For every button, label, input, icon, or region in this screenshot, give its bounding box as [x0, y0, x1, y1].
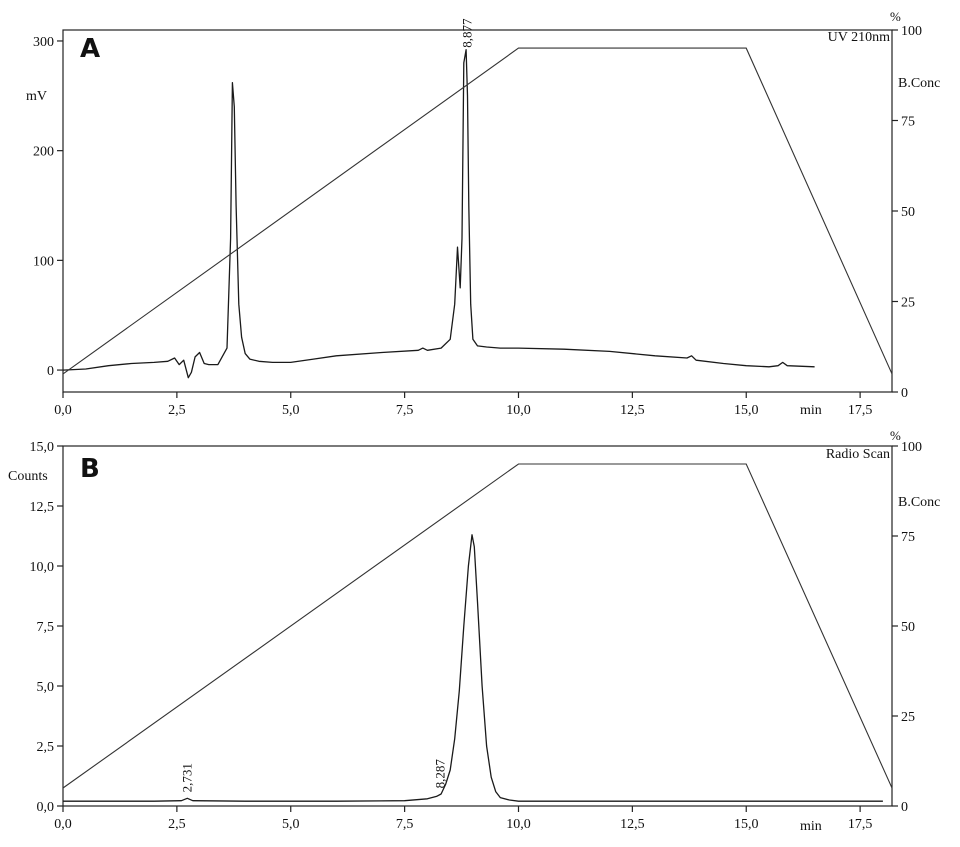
plot-frame: [62, 29, 893, 393]
y2-tick-label: 50: [901, 205, 915, 220]
peak-retention-label: 8,287: [432, 759, 447, 789]
y2-tick-label: 50: [901, 620, 915, 635]
y-tick-label: 200: [33, 145, 54, 160]
y2-tick-label: 75: [901, 530, 915, 545]
y2-tick-label: 100: [901, 24, 922, 39]
x-tick-label: 17,5: [848, 817, 873, 832]
x-tick-label: 7,5: [396, 817, 414, 832]
y-tick-label: 15,0: [30, 440, 55, 455]
y2-axis-label: B.Conc: [898, 495, 940, 510]
y2-axis-label: B.Conc: [898, 76, 940, 91]
x-tick-label: 17,5: [848, 403, 873, 418]
panel-letter: A: [80, 34, 100, 64]
y-axis-label: Counts: [8, 469, 48, 484]
plot-frame: [62, 445, 893, 807]
x-tick-label: 7,5: [396, 403, 414, 418]
x-axis-label: min: [800, 403, 822, 418]
x-tick-label: 12,5: [620, 403, 645, 418]
x-tick-label: 2,5: [168, 403, 186, 418]
y2-tick-label: 0: [901, 800, 908, 815]
signal-trace: [63, 534, 883, 802]
x-tick-label: 10,0: [506, 403, 531, 418]
y-tick-label: 0,0: [37, 800, 55, 815]
x-tick-label: 5,0: [282, 817, 300, 832]
y-tick-label: 300: [33, 35, 54, 50]
x-tick-label: 15,0: [734, 817, 759, 832]
x-axis-label: min: [800, 819, 822, 834]
gradient-line: [62, 47, 893, 375]
y2-tick-label: 0: [901, 386, 908, 401]
y-tick-label: 100: [33, 254, 54, 269]
detector-label: UV 210nm: [828, 30, 890, 45]
detector-label: Radio Scan: [826, 447, 890, 462]
y-tick-label: 7,5: [37, 620, 55, 635]
peak-retention-label: 8,877: [459, 18, 474, 48]
y-tick-label: 2,5: [37, 740, 55, 755]
y2-unit-label: %: [890, 428, 901, 443]
y2-unit-label: %: [890, 9, 901, 24]
y2-tick-label: 25: [901, 296, 915, 311]
signal-trace: [62, 49, 815, 379]
y-tick-label: 0: [47, 364, 54, 379]
x-tick-label: 15,0: [734, 403, 759, 418]
y-tick-label: 10,0: [30, 560, 55, 575]
y-axis-label: mV: [26, 89, 47, 104]
panel-a: 0,0 2,5 5,0 7,5 10,0 12,5 15,0 17,5 0 100 200 300 0 2…: [26, 9, 940, 418]
x-tick-label: 5,0: [282, 403, 300, 418]
gradient-line: [62, 463, 893, 789]
y-tick-label: 5,0: [37, 680, 55, 695]
y-tick-label: 12,5: [30, 500, 55, 515]
y2-tick-label: 100: [901, 440, 922, 455]
x-tick-label: 12,5: [620, 817, 645, 832]
panel-letter: B: [80, 454, 100, 484]
peak-retention-label: 2,731: [179, 763, 194, 792]
x-tick-label: 10,0: [506, 817, 531, 832]
panel-b: 0,0 2,5 5,0 7,5 10,0 12,5 15,0 17,5 0,0 2,5 5,0 7,5…: [8, 428, 940, 834]
y2-tick-label: 25: [901, 710, 915, 725]
x-tick-label: 0,0: [54, 403, 72, 418]
y2-tick-label: 75: [901, 115, 915, 130]
x-tick-label: 0,0: [54, 817, 72, 832]
x-tick-label: 2,5: [168, 817, 186, 832]
